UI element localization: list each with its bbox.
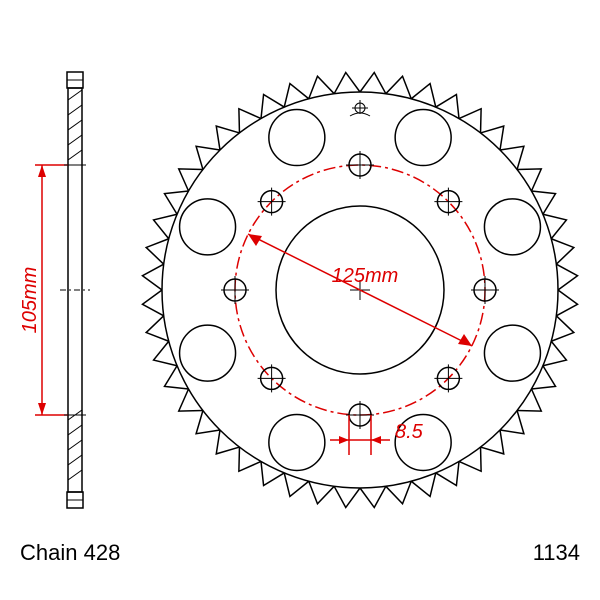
part-number: 1134	[533, 540, 580, 565]
side-profile: 105mm	[19, 72, 90, 508]
bolt-circle-label: 125mm	[332, 265, 399, 287]
diagram-svg: 105mm 125mm	[0, 0, 600, 600]
side-dim-label: 105mm	[19, 267, 41, 334]
bolt-hole-label: 8.5	[395, 421, 424, 443]
bolt-circle-dim: 125mm	[248, 234, 472, 346]
sprocket-diagram: { "sprocket": { "center_x": 360, "center…	[0, 0, 600, 600]
sprocket-front: 125mm 8.5	[142, 72, 577, 507]
logo-icon	[350, 100, 370, 116]
bolt-hole-dim: 8.5	[330, 415, 424, 455]
chain-label: Chain 428	[20, 540, 120, 565]
